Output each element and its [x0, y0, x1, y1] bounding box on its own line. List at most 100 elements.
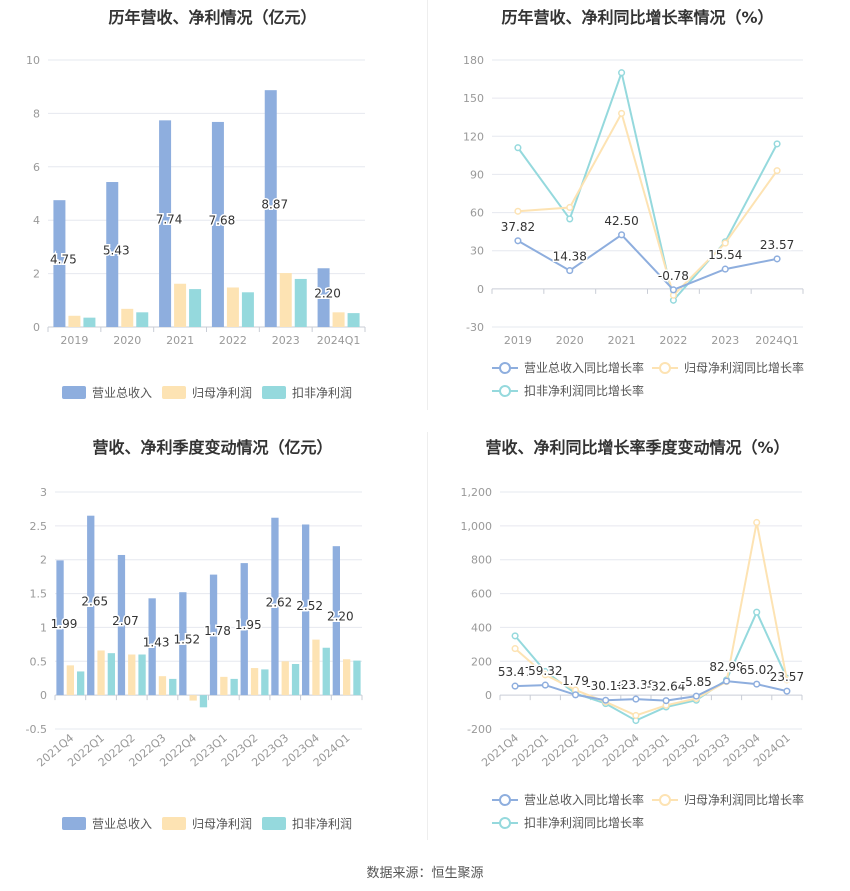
data-point: [721, 265, 729, 273]
bar: [138, 654, 146, 696]
legend-label: 归母净利润: [192, 386, 252, 400]
bar: [158, 676, 167, 696]
bar: [189, 289, 202, 327]
data-point: [662, 697, 670, 705]
legend-label: 归母净利润同比增长率: [684, 360, 804, 375]
data-point: [722, 677, 731, 685]
bar: [179, 592, 187, 696]
legend-label: 营业总收入同比增长率: [524, 792, 644, 807]
bar: [97, 650, 105, 696]
y-tick-label: 8: [33, 107, 40, 120]
data-point: [618, 231, 626, 239]
data-point: [618, 69, 626, 77]
series-line: [515, 680, 788, 702]
data-label: 14.38: [553, 250, 587, 264]
data-point: [511, 682, 519, 690]
bar: [148, 598, 156, 696]
data-point: [566, 267, 574, 275]
bar: [56, 560, 64, 696]
y-tick-label: 1,000: [461, 520, 493, 533]
bar: [209, 574, 218, 696]
x-tick-label: 2019: [504, 334, 532, 347]
series-line: [517, 69, 778, 303]
data-point: [692, 692, 700, 700]
legend-label: 归母净利润同比增长率: [684, 792, 804, 807]
x-tick-label: 2024Q1: [755, 334, 799, 347]
bar: [312, 639, 320, 696]
bar: [261, 669, 269, 696]
chart-title: 历年营收、净利情况（亿元）: [108, 8, 317, 27]
data-label: 7.74: [156, 213, 183, 227]
legend-marker: [499, 794, 511, 806]
data-point: [721, 239, 729, 247]
data-point: [602, 696, 610, 704]
data-label: 1.79: [562, 674, 589, 688]
y-tick-label: 0: [40, 689, 47, 702]
y-tick-label: 4: [33, 214, 40, 227]
legend-swatch: [62, 817, 86, 830]
data-label: 2.20: [314, 287, 341, 301]
y-tick-label: 0: [477, 283, 484, 296]
vertical-divider-top: [427, 0, 428, 410]
x-tick-label: 2020: [113, 334, 141, 347]
data-point: [753, 518, 761, 527]
data-label: 2.07: [112, 614, 139, 628]
bar: [220, 676, 228, 696]
chart-title: 历年营收、净利同比增长率情况（%）: [501, 8, 774, 27]
panel-annual-amounts: 历年营收、净利情况（亿元） 0 2 4 6 8 10 2019 2020 2021 2022 202…: [0, 0, 425, 430]
bar: [189, 695, 197, 701]
y-tick-label: -0.5: [26, 723, 47, 736]
bar: [301, 524, 310, 696]
y-tick-label: 2: [40, 554, 47, 567]
data-label: 2.52: [296, 599, 323, 613]
data-label: 15.54: [708, 248, 742, 262]
legend-swatch: [262, 817, 286, 830]
bar: [136, 312, 149, 327]
y-tick-label: 10: [26, 54, 40, 67]
y-tick-label: 1,200: [461, 486, 493, 499]
bar: [128, 654, 136, 696]
bar: [107, 653, 116, 696]
data-label: 42.50: [604, 214, 638, 228]
data-label: 1.52: [173, 633, 200, 647]
x-tick-label: 2022: [659, 334, 687, 347]
data-point: [669, 286, 677, 294]
data-label: 37.82: [501, 220, 535, 234]
y-tick-label: 120: [463, 130, 484, 143]
bar: [106, 182, 119, 327]
bar: [342, 659, 351, 696]
bar: [332, 546, 340, 696]
bar: [83, 317, 96, 327]
bar: [117, 554, 126, 696]
y-tick-label: 400: [471, 621, 492, 634]
y-tick-label: 2: [33, 268, 40, 281]
data-label: -5.85: [681, 675, 712, 689]
bar: [353, 660, 361, 696]
bar: [68, 315, 81, 327]
legend-swatch: [62, 386, 86, 399]
bar: [240, 563, 248, 696]
data-label: 82.99: [709, 660, 743, 674]
bar: [77, 671, 85, 696]
bar: [271, 517, 279, 696]
bar: [291, 663, 300, 696]
y-tick-label: 600: [471, 588, 492, 601]
data-label: 53.47: [498, 665, 532, 679]
data-point: [514, 237, 522, 245]
legend-label: 营业总收入: [92, 386, 152, 400]
data-label: 5.43: [103, 244, 130, 258]
data-point: [783, 687, 791, 695]
data-point: [514, 207, 522, 215]
legend-label: 扣非净利润: [292, 386, 352, 400]
data-point: [783, 676, 791, 684]
data-label: -0.78: [658, 269, 689, 283]
data-point: [753, 608, 761, 616]
bar: [322, 647, 330, 696]
bar: [347, 313, 360, 327]
y-tick-label: 0: [485, 689, 492, 702]
legend-swatch: [162, 817, 186, 830]
bar: [332, 312, 345, 327]
bar: [294, 278, 307, 327]
annual-growth-chart: -30 0 30 60 90 120 150 180 2019 2020 2021 2022 2023 2…: [463, 54, 804, 398]
bar: [159, 120, 172, 327]
